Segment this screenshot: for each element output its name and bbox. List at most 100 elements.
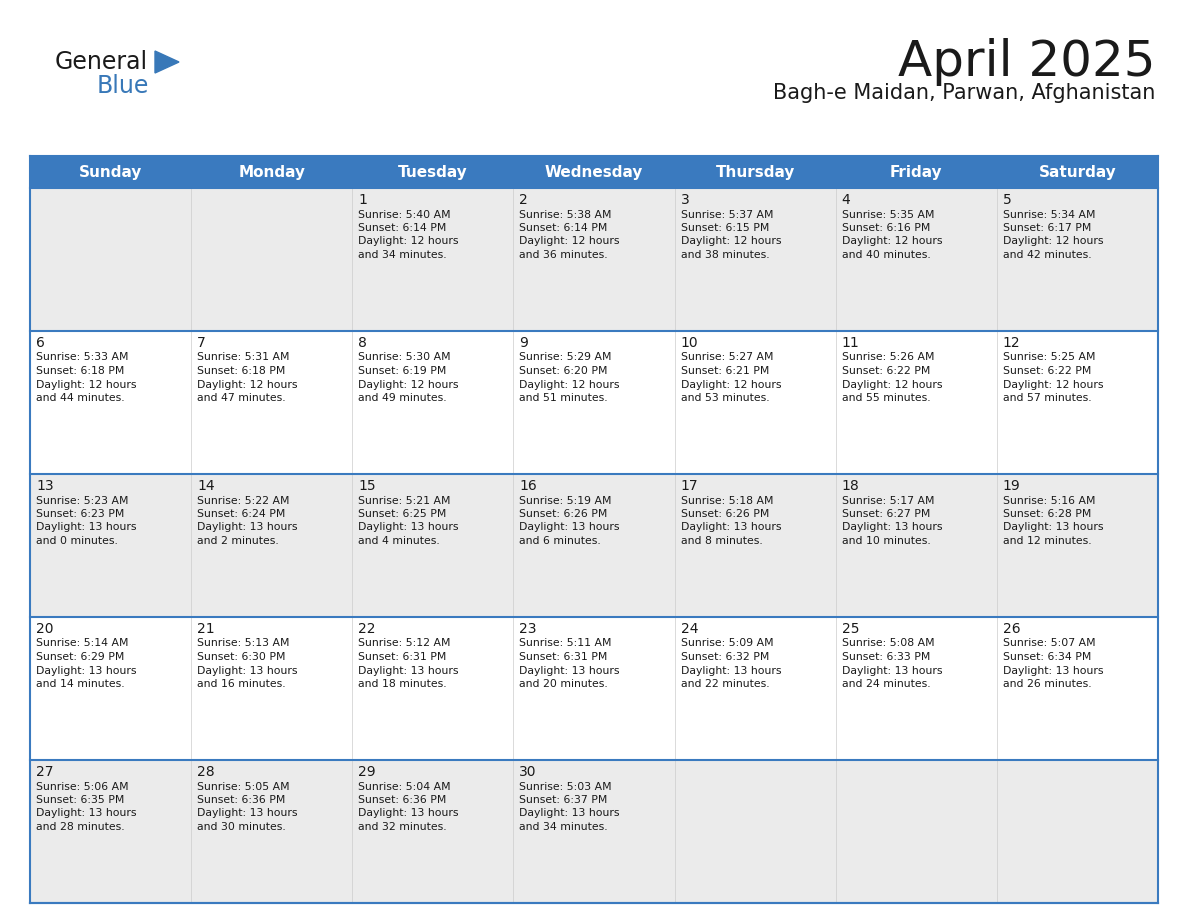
Text: Daylight: 12 hours: Daylight: 12 hours [1003,379,1104,389]
Text: and 38 minutes.: and 38 minutes. [681,250,769,260]
Text: 9: 9 [519,336,529,350]
Text: Sunrise: 5:22 AM: Sunrise: 5:22 AM [197,496,290,506]
Text: Daylight: 13 hours: Daylight: 13 hours [519,522,620,532]
Text: Daylight: 13 hours: Daylight: 13 hours [197,522,298,532]
Text: Sunrise: 5:12 AM: Sunrise: 5:12 AM [359,639,450,648]
Text: and 57 minutes.: and 57 minutes. [1003,393,1092,403]
Text: Sunrise: 5:29 AM: Sunrise: 5:29 AM [519,353,612,363]
Text: and 40 minutes.: and 40 minutes. [842,250,930,260]
Bar [30,474,1158,617]
Text: Sunset: 6:36 PM: Sunset: 6:36 PM [359,795,447,805]
Text: Sunrise: 5:37 AM: Sunrise: 5:37 AM [681,209,773,219]
Text: 20: 20 [36,622,53,636]
Text: Sunrise: 5:06 AM: Sunrise: 5:06 AM [36,781,128,791]
Polygon shape [154,51,179,73]
Text: and 16 minutes.: and 16 minutes. [197,679,286,689]
Text: and 30 minutes.: and 30 minutes. [197,822,286,832]
Text: Daylight: 12 hours: Daylight: 12 hours [519,379,620,389]
Text: and 55 minutes.: and 55 minutes. [842,393,930,403]
Text: Daylight: 12 hours: Daylight: 12 hours [359,237,459,247]
Text: Sunrise: 5:33 AM: Sunrise: 5:33 AM [36,353,128,363]
Text: and 14 minutes.: and 14 minutes. [36,679,125,689]
Text: and 49 minutes.: and 49 minutes. [359,393,447,403]
Text: Daylight: 13 hours: Daylight: 13 hours [519,666,620,676]
Text: Sunset: 6:24 PM: Sunset: 6:24 PM [197,509,285,519]
Text: 28: 28 [197,765,215,779]
Text: 14: 14 [197,479,215,493]
Text: Sunset: 6:32 PM: Sunset: 6:32 PM [681,652,769,662]
Text: 7: 7 [197,336,206,350]
Text: Sunrise: 5:25 AM: Sunrise: 5:25 AM [1003,353,1095,363]
Text: 23: 23 [519,622,537,636]
Text: Daylight: 13 hours: Daylight: 13 hours [36,522,137,532]
Text: Sunrise: 5:03 AM: Sunrise: 5:03 AM [519,781,612,791]
Text: 4: 4 [842,193,851,207]
Text: Sunrise: 5:21 AM: Sunrise: 5:21 AM [359,496,450,506]
Text: 16: 16 [519,479,537,493]
Bar [30,188,1158,331]
Text: General: General [55,50,148,74]
Text: 27: 27 [36,765,53,779]
Text: Sunset: 6:15 PM: Sunset: 6:15 PM [681,223,769,233]
Text: Sunset: 6:36 PM: Sunset: 6:36 PM [197,795,285,805]
Text: 25: 25 [842,622,859,636]
Text: Sunset: 6:16 PM: Sunset: 6:16 PM [842,223,930,233]
Text: and 2 minutes.: and 2 minutes. [197,536,279,546]
Text: Sunset: 6:31 PM: Sunset: 6:31 PM [359,652,447,662]
Text: Sunrise: 5:18 AM: Sunrise: 5:18 AM [681,496,773,506]
Text: Sunset: 6:29 PM: Sunset: 6:29 PM [36,652,125,662]
Text: Sunset: 6:30 PM: Sunset: 6:30 PM [197,652,285,662]
Text: Thursday: Thursday [715,164,795,180]
Text: 29: 29 [359,765,375,779]
Text: Sunrise: 5:08 AM: Sunrise: 5:08 AM [842,639,934,648]
Text: Sunset: 6:22 PM: Sunset: 6:22 PM [842,366,930,376]
Text: Sunrise: 5:19 AM: Sunrise: 5:19 AM [519,496,612,506]
Text: Daylight: 12 hours: Daylight: 12 hours [197,379,298,389]
Text: and 22 minutes.: and 22 minutes. [681,679,769,689]
Text: and 24 minutes.: and 24 minutes. [842,679,930,689]
Text: Sunset: 6:21 PM: Sunset: 6:21 PM [681,366,769,376]
Text: Sunset: 6:19 PM: Sunset: 6:19 PM [359,366,447,376]
Text: Sunrise: 5:14 AM: Sunrise: 5:14 AM [36,639,128,648]
Text: Sunrise: 5:07 AM: Sunrise: 5:07 AM [1003,639,1095,648]
Bar [30,617,1158,760]
Text: Sunset: 6:37 PM: Sunset: 6:37 PM [519,795,608,805]
Text: Sunset: 6:35 PM: Sunset: 6:35 PM [36,795,125,805]
Text: 10: 10 [681,336,699,350]
Text: Tuesday: Tuesday [398,164,468,180]
Text: Sunrise: 5:09 AM: Sunrise: 5:09 AM [681,639,773,648]
Text: Sunset: 6:26 PM: Sunset: 6:26 PM [681,509,769,519]
Text: 3: 3 [681,193,689,207]
Text: 18: 18 [842,479,859,493]
Text: Sunset: 6:14 PM: Sunset: 6:14 PM [359,223,447,233]
Text: Sunrise: 5:26 AM: Sunrise: 5:26 AM [842,353,934,363]
Text: Sunset: 6:14 PM: Sunset: 6:14 PM [519,223,608,233]
Text: and 6 minutes.: and 6 minutes. [519,536,601,546]
Text: Sunrise: 5:40 AM: Sunrise: 5:40 AM [359,209,451,219]
Text: 15: 15 [359,479,375,493]
Text: and 4 minutes.: and 4 minutes. [359,536,440,546]
Text: 21: 21 [197,622,215,636]
Bar [30,156,1158,188]
Text: 8: 8 [359,336,367,350]
Text: 11: 11 [842,336,859,350]
Text: Sunset: 6:18 PM: Sunset: 6:18 PM [36,366,125,376]
Text: Daylight: 13 hours: Daylight: 13 hours [36,809,137,819]
Text: and 36 minutes.: and 36 minutes. [519,250,608,260]
Text: and 10 minutes.: and 10 minutes. [842,536,930,546]
Text: and 53 minutes.: and 53 minutes. [681,393,769,403]
Text: Sunset: 6:20 PM: Sunset: 6:20 PM [519,366,608,376]
Text: and 42 minutes.: and 42 minutes. [1003,250,1092,260]
Text: Daylight: 13 hours: Daylight: 13 hours [519,809,620,819]
Text: and 20 minutes.: and 20 minutes. [519,679,608,689]
Text: Sunset: 6:26 PM: Sunset: 6:26 PM [519,509,608,519]
Text: Sunrise: 5:27 AM: Sunrise: 5:27 AM [681,353,773,363]
Text: Sunset: 6:28 PM: Sunset: 6:28 PM [1003,509,1092,519]
Text: Daylight: 13 hours: Daylight: 13 hours [1003,522,1104,532]
Text: Saturday: Saturday [1038,164,1117,180]
Text: and 12 minutes.: and 12 minutes. [1003,536,1092,546]
Text: Sunrise: 5:17 AM: Sunrise: 5:17 AM [842,496,934,506]
Text: 26: 26 [1003,622,1020,636]
Text: Daylight: 12 hours: Daylight: 12 hours [1003,237,1104,247]
Text: Bagh-e Maidan, Parwan, Afghanistan: Bagh-e Maidan, Parwan, Afghanistan [772,83,1155,103]
